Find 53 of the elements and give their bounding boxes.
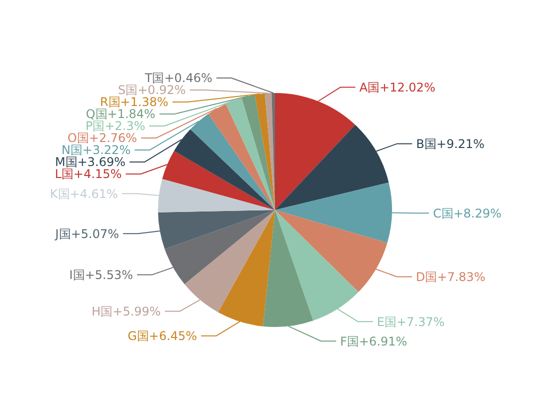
slice-label: R国 xyxy=(100,95,120,110)
slice-label: T国 xyxy=(144,71,164,86)
pie-slice xyxy=(242,94,275,210)
data-label: +2.76% xyxy=(88,131,138,146)
slice-label: M国 xyxy=(55,155,78,170)
slice-label: A国 xyxy=(359,80,380,94)
data-label: +5.07% xyxy=(70,226,120,241)
slice-label: F国 xyxy=(340,334,360,348)
pie-slice xyxy=(263,210,314,327)
slice-label: B国 xyxy=(416,136,436,151)
data-label: +2.3% xyxy=(104,119,146,134)
slice-label: I国 xyxy=(69,268,85,282)
data-label: +3.22% xyxy=(82,143,131,158)
pie-slice xyxy=(164,210,275,284)
slice-label: N国 xyxy=(61,143,82,158)
data-label: +5.53% xyxy=(84,268,134,282)
slice-label: E国 xyxy=(376,314,396,329)
data-label: +3.69% xyxy=(77,155,126,170)
slice-label: Q国 xyxy=(86,107,108,122)
slice-label: P国 xyxy=(85,119,105,134)
data-label: +1.38% xyxy=(120,95,168,110)
slice-label: O国 xyxy=(67,131,89,146)
pie-slice xyxy=(254,93,275,210)
pie-slice xyxy=(264,93,275,210)
data-label: +7.37% xyxy=(396,314,445,329)
data-label: +7.83% xyxy=(437,270,486,284)
slice-label: D国 xyxy=(416,270,438,284)
data-label: +12.02% xyxy=(380,80,436,94)
pie-slice xyxy=(218,210,275,326)
data-label: +0.46% xyxy=(164,71,212,86)
slice-label: L国 xyxy=(54,167,74,182)
data-label: +4.15% xyxy=(74,167,122,182)
slice-label: H国 xyxy=(92,304,113,319)
data-label: +1.84% xyxy=(107,107,156,122)
pie-slice xyxy=(158,210,275,249)
data-label: +9.21% xyxy=(436,136,485,151)
slice-label: K国 xyxy=(50,186,70,201)
slice-label: C国 xyxy=(432,206,454,220)
data-label: +6.45% xyxy=(148,329,198,344)
data-label: +6.91% xyxy=(359,334,408,348)
data-label: +5.99% xyxy=(112,304,161,319)
pie-slice xyxy=(226,98,275,210)
slice-label: J国 xyxy=(54,226,71,241)
data-label: +0.92% xyxy=(138,83,186,98)
pie-slice xyxy=(184,210,275,312)
pie-slice xyxy=(275,210,359,321)
pie-slice xyxy=(208,104,275,210)
data-label: +4.61% xyxy=(70,186,118,201)
slice-label: G国 xyxy=(128,329,149,344)
pie-slice xyxy=(275,210,388,292)
pie-slice xyxy=(158,178,275,212)
slice-label: S国 xyxy=(118,83,138,98)
data-label: +8.29% xyxy=(453,206,502,220)
